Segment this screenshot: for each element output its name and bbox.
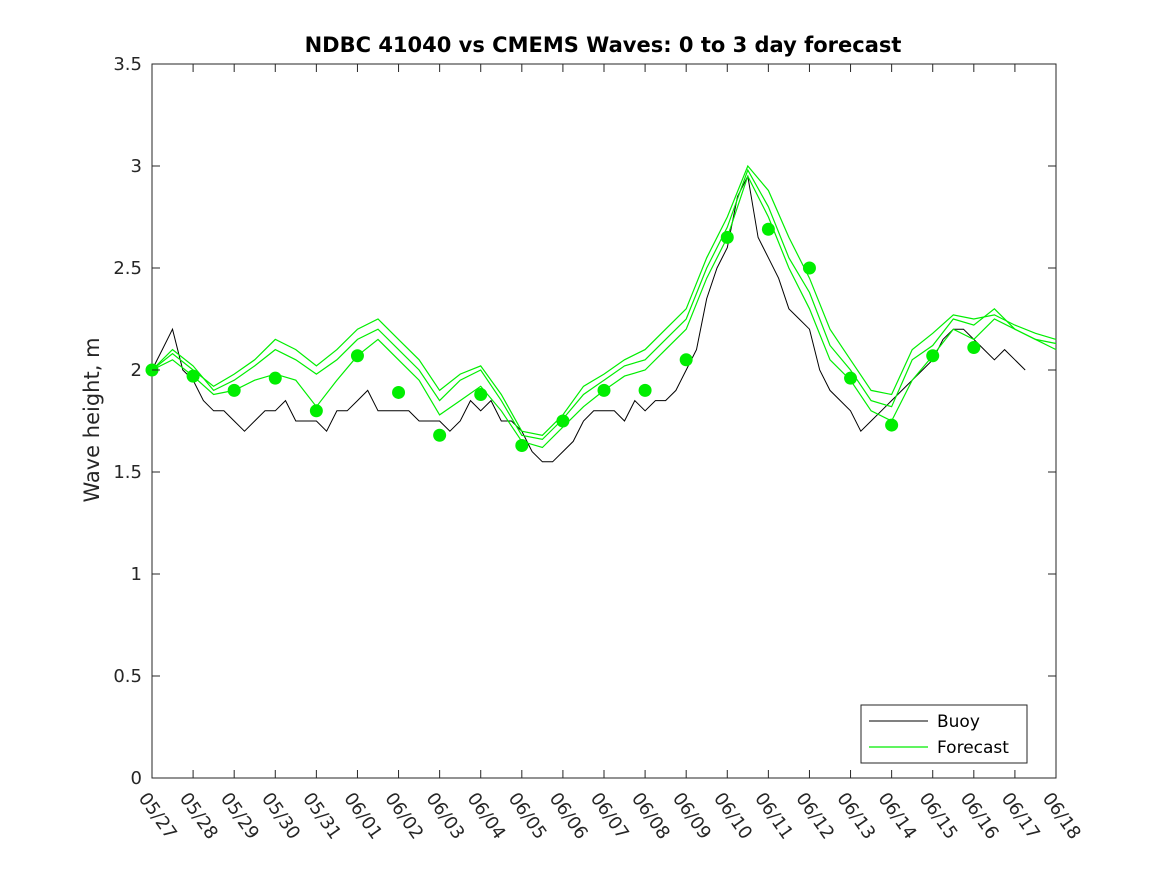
buoy-line — [151, 174, 1026, 463]
y-axis-label: Wave height, m — [80, 337, 104, 502]
y-tick-label: 1 — [131, 564, 142, 585]
series-3 — [151, 164, 1057, 436]
y-axis: 0 0.5 1 1.5 2 2.5 3 3.5 — [113, 54, 1056, 789]
forecast-point — [474, 387, 488, 401]
y-tick-label: 2.5 — [113, 258, 142, 279]
y-tick-label: 2 — [131, 360, 142, 381]
forecast-point — [967, 341, 981, 355]
legend-forecast-label: Forecast — [937, 738, 1009, 758]
forecast-point — [802, 261, 816, 275]
chart-title: NDBC 41040 vs CMEMS Waves: 0 to 3 day fo… — [305, 33, 902, 57]
legend: Buoy Forecast — [860, 704, 1028, 764]
forecast-point — [309, 404, 323, 418]
forecast-point — [392, 385, 406, 399]
series-0 — [151, 174, 1026, 463]
y-tick-label: 0 — [131, 768, 142, 789]
plot-frame — [151, 63, 1057, 779]
y-tick-label: 1.5 — [113, 462, 142, 483]
forecast-point — [597, 383, 611, 397]
series-2 — [151, 168, 1057, 441]
forecast-point — [556, 414, 570, 428]
forecast-point — [844, 371, 858, 385]
forecast-point — [720, 230, 734, 244]
forecast-line — [151, 164, 1057, 436]
series-4 — [145, 222, 981, 452]
legend-box — [860, 704, 1028, 764]
forecast-point — [186, 369, 200, 383]
forecast-point — [638, 383, 652, 397]
y-tick-label: 3 — [131, 156, 142, 177]
forecast-line — [151, 168, 1057, 441]
forecast-point — [926, 349, 940, 363]
y-tick-label: 0.5 — [113, 666, 142, 687]
forecast-point — [679, 353, 693, 367]
forecast-point — [268, 371, 282, 385]
forecast-point — [227, 383, 241, 397]
y-tick-label: 3.5 — [113, 54, 142, 75]
forecast-point — [433, 428, 447, 442]
legend-buoy-label: Buoy — [937, 712, 980, 732]
forecast-point — [350, 349, 364, 363]
plot-area — [145, 63, 1057, 779]
forecast-point — [761, 222, 775, 236]
forecast-point — [515, 438, 529, 452]
forecast-point — [885, 418, 899, 432]
